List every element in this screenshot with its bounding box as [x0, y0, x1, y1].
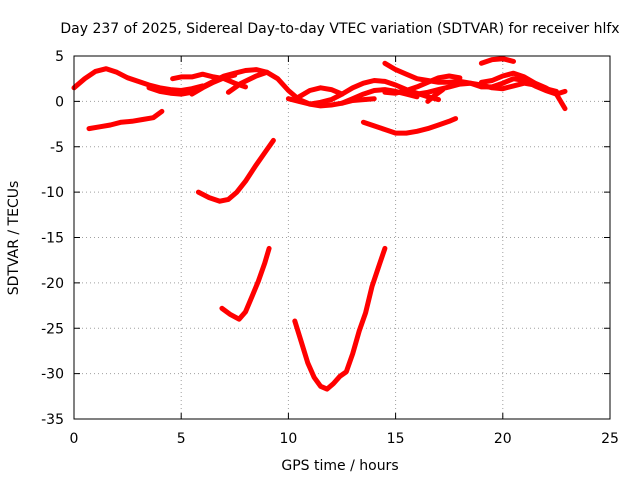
series-line-17	[195, 137, 276, 204]
series-line-16	[360, 116, 459, 136]
series-line-12	[478, 70, 568, 112]
series-line-18	[219, 245, 272, 322]
grid-lines	[74, 56, 610, 419]
series-line-4	[189, 72, 238, 97]
y-tick-label: -25	[41, 321, 64, 337]
plot-frame	[73, 55, 611, 420]
series-line-2	[146, 67, 377, 109]
series-line-8	[339, 87, 420, 106]
y-tick-label: -30	[41, 367, 64, 383]
series-layer	[71, 56, 568, 392]
chart-title: Day 237 of 2025, Sidereal Day-to-day VTE…	[60, 21, 619, 37]
series-line-5	[225, 69, 270, 95]
series-line-19	[292, 245, 388, 392]
x-axis-label: GPS time / hours	[281, 458, 398, 474]
y-tick-label: 5	[55, 49, 64, 65]
y-tick-label: -10	[41, 185, 64, 201]
series-line-14	[425, 87, 446, 104]
series-line-9	[382, 73, 463, 96]
y-tick-label: -5	[50, 140, 64, 156]
x-tick-labels: 0 5 10 15 20 25	[70, 431, 619, 447]
series-line-3	[170, 71, 248, 90]
x-tick-label: 10	[279, 431, 297, 447]
x-tick-label: 15	[387, 431, 405, 447]
series-line-6	[296, 85, 345, 100]
series-line-1	[71, 66, 206, 93]
series-line-7	[285, 78, 441, 107]
y-tick-label: -20	[41, 276, 64, 292]
y-tick-label: -15	[41, 231, 64, 247]
series-line-15	[86, 108, 165, 132]
y-axis-label: SDTVAR / TECUs	[6, 181, 22, 296]
x-tick-label: 20	[494, 431, 512, 447]
x-tick-label: 0	[70, 431, 79, 447]
y-tick-label: -35	[41, 412, 64, 428]
series-line-13	[478, 56, 516, 66]
x-tick-label: 25	[601, 431, 619, 447]
y-tick-labels: 5 0 -5 -10 -15 -20 -25 -30 -35	[41, 49, 64, 428]
y-tick-label: 0	[55, 94, 64, 110]
x-tick-label: 5	[177, 431, 186, 447]
